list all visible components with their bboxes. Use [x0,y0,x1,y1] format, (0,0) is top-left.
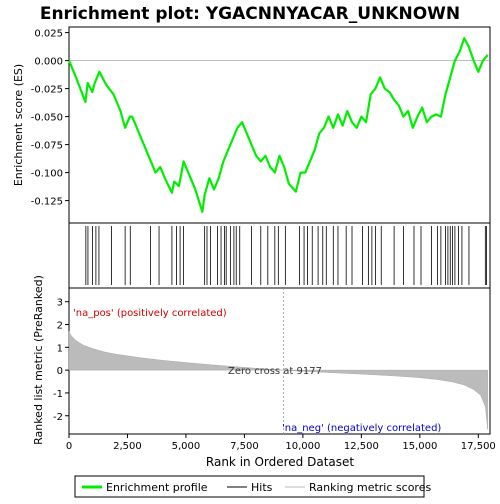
hits-marks [85,226,487,285]
negative-correlation-label: 'na_neg' (negatively correlated) [282,423,441,434]
x-tick-label: 12,500 [344,441,379,452]
metric-axis-label: Ranked list metric (PreRanked) [32,275,45,445]
metric-tick-label: -1 [53,389,63,400]
x-tick-label: 7,500 [230,441,259,452]
hits-panel-frame [68,222,491,289]
enrichment-profile [67,37,489,213]
es-tick-label: 0.000 [34,57,63,68]
metric-tick-label: 2 [57,321,63,332]
enrichment-profile-line [67,37,489,213]
es-tick-label: 0.025 [34,29,63,40]
x-tick-label: 2,500 [113,441,142,452]
es-axis-label: Enrichment score (ES) [12,64,25,186]
metric-tick-label: -2 [53,412,63,423]
legend-entry-label: Ranking metric scores [309,481,431,494]
positive-correlation-label: 'na_pos' (positively correlated) [73,308,227,319]
metric-tick-label: 1 [57,343,63,354]
legend: Enrichment profile Hits Ranking metric sco… [82,481,431,494]
es-axis: 0.025 0.000 -0.025 -0.050 -0.075 -0.100 -0.125 [31,29,490,208]
ranking-metric-fill [68,331,488,430]
x-tick-label: 15,000 [402,441,437,452]
es-tick-label: -0.050 [31,113,63,124]
x-axis-label: Rank in Ordered Dataset [206,455,354,469]
metric-tick-label: 0 [57,366,63,377]
x-tick-label: 17,500 [461,441,496,452]
x-tick-label: 5,000 [172,441,201,452]
x-tick-label: 10,000 [285,441,320,452]
legend-entry-label: Enrichment profile [106,481,208,494]
metric-axis: 3 2 1 0 -1 -2 [53,298,69,423]
chart-title: Enrichment plot: YGACNNYACAR_UNKNOWN [40,4,460,24]
es-tick-label: -0.125 [31,197,63,208]
metric-tick-label: 3 [57,298,63,309]
legend-box [74,475,425,498]
es-tick-label: -0.025 [31,85,63,96]
ranking-metric-area [68,288,488,434]
x-tick-label: 0 [66,441,72,452]
es-tick-label: -0.100 [31,169,63,180]
x-axis: 0 2,500 5,000 7,500 10,000 12,500 15,000 17,500 [66,434,496,452]
legend-entry-label: Hits [251,481,273,494]
es-tick-label: -0.075 [31,141,63,152]
es-panel-frame [68,26,491,224]
zero-cross-label: Zero cross at 9177 [228,366,322,377]
